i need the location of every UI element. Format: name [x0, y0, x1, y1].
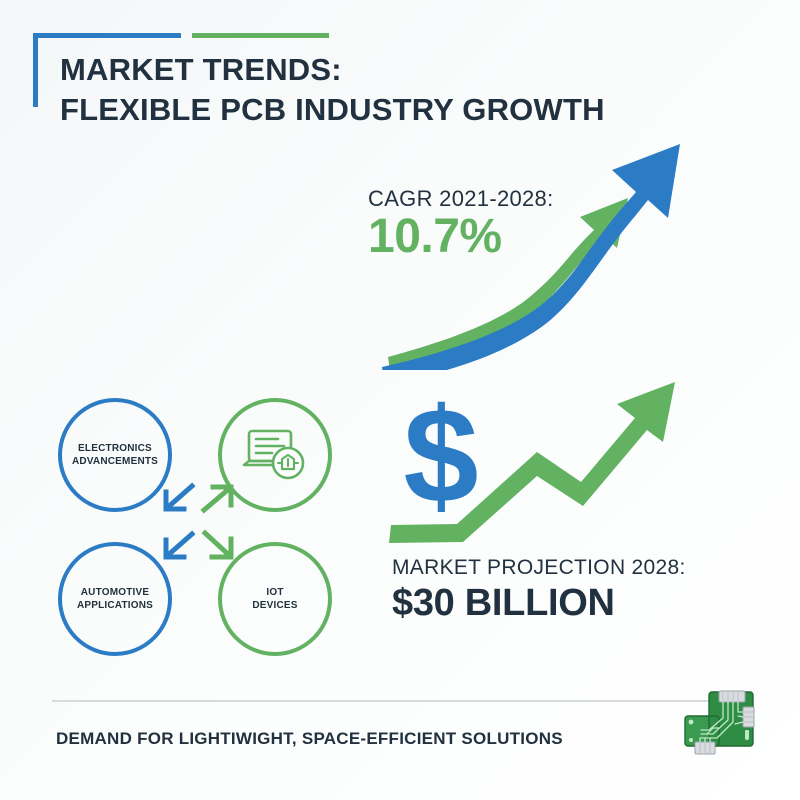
title-line-2: FLEXIBLE PCB INDUSTRY GROWTH: [60, 91, 605, 127]
footer-tagline: DEMAND FOR LIGHTIWIGHT, SPACE-EFFICIENT …: [56, 729, 563, 748]
circle-label-line-1: AUTOMOTIVE: [80, 586, 150, 598]
circle-electronics-advancements[interactable]: ELECTRONICS ADVANCEMENTS: [58, 398, 172, 512]
circle-flexible-pcb-design[interactable]: [218, 398, 332, 512]
svg-text:$: $: [403, 390, 478, 520]
circle-iot-devices[interactable]: IOT DEVICES: [218, 542, 332, 656]
laptop-document-chip-icon: [242, 429, 305, 480]
blue-growth-arrow-icon: [382, 144, 680, 370]
accent-bar-horizontal-blue: [33, 33, 181, 38]
cagr-value: 10.7%: [368, 210, 502, 264]
pcb-circuit-board-icon: [684, 690, 755, 755]
circle-label-iot-devices: IOT DEVICES: [248, 586, 301, 613]
market-projection-block: MARKET PROJECTION 2028: $30 BILLION: [392, 555, 686, 626]
circle-label-line-2: APPLICATIONS: [76, 600, 154, 611]
circle-label-line-2: DEVICES: [252, 600, 298, 611]
cycle-arrow-up-left-icon: [163, 482, 196, 512]
page-title: MARKET TRENDS: FLEXIBLE PCB INDUSTRY GRO…: [60, 50, 700, 129]
cagr-block: CAGR 2021-2028: 10.7%: [368, 186, 554, 263]
circle-label-line-2: ADVANCEMENTS: [71, 456, 159, 467]
green-growth-arrow-icon: [388, 198, 628, 370]
footer-divider: [52, 700, 748, 702]
title-line-1: MARKET TRENDS:: [60, 52, 342, 87]
circle-label-automotive-applications: AUTOMOTIVE APPLICATIONS: [73, 586, 157, 613]
cycle-arrow-down-left-icon: [163, 530, 196, 560]
growth-curves-graphic: [382, 144, 680, 370]
projection-value: $30 BILLION: [392, 582, 615, 625]
circle-automotive-applications[interactable]: AUTOMOTIVE APPLICATIONS: [58, 542, 172, 656]
accent-bar-vertical: [33, 33, 38, 107]
cycle-arrow-down-right-icon: [201, 529, 234, 560]
circle-label-electronics-advancements: ELECTRONICS ADVANCEMENTS: [68, 442, 162, 469]
circle-label-line-1: ELECTRONICS: [78, 442, 152, 454]
accent-bar-horizontal-green: [192, 33, 329, 38]
zigzag-growth-arrow-icon: [389, 382, 675, 543]
circle-label-line-1: IOT: [266, 586, 284, 598]
dollar-sign-icon: $: [403, 390, 478, 520]
cagr-label: CAGR 2021-2028:: [368, 186, 554, 211]
cycle-arrow-up-right-icon: [200, 484, 234, 514]
projection-label: MARKET PROJECTION 2028:: [392, 556, 686, 579]
